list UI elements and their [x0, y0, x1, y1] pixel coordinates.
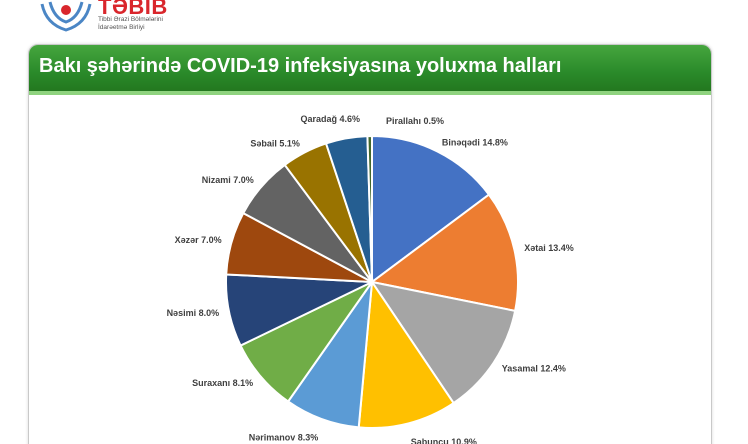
data-label-sabunc-u: Sabunçu 10.9%	[411, 437, 477, 444]
logo-subtitle-line1: Tibbi Ərazi Bölmələrini	[98, 16, 163, 23]
pie-slice-yasamal	[369, 280, 517, 405]
data-label-bin-q-di: Binəqədi 14.8%	[442, 138, 508, 148]
logo-text: TƏBİB Tibbi Ərazi Bölmələrini İdarəetmə …	[98, 0, 168, 32]
data-label-n-rimanov: Nərimanov 8.3%	[249, 433, 319, 443]
title-bar: Bakı şəhərində COVID-19 infeksiyasına yo…	[29, 45, 711, 95]
chart-title: Bakı şəhərində COVID-19 infeksiyasına yo…	[39, 55, 562, 77]
logo-subtitle-line2: İdarəetmə Birliyi	[98, 24, 145, 31]
data-label-s-bail: Səbail 5.1%	[250, 139, 300, 149]
data-label-suraxan: Suraxanı 8.1%	[192, 378, 253, 388]
data-label-x-tai: Xətai 13.4%	[524, 243, 574, 253]
pie-slice-pirallah	[366, 134, 373, 283]
data-label-pirallah: Pirallahı 0.5%	[386, 116, 444, 126]
medical-star-logo-icon	[40, 1, 92, 32]
pie-slice-bin-q-di	[371, 134, 491, 284]
data-label-yasamal: Yasamal 12.4%	[502, 364, 566, 374]
slide-panel: Bakı şəhərində COVID-19 infeksiyasına yo…	[28, 44, 712, 444]
data-label-nizami: Nizami 7.0%	[202, 175, 254, 185]
data-label-qaradag: Qaradağ 4.6%	[300, 114, 360, 124]
logo-name: TƏBİB	[98, 0, 168, 14]
pie-slice-sabunc-u	[357, 279, 455, 429]
data-label-x-z-r: Xəzər 7.0%	[175, 235, 222, 245]
data-label-n-simi: Nəsimi 8.0%	[167, 308, 220, 318]
pie-slice-x-tai	[369, 193, 519, 313]
